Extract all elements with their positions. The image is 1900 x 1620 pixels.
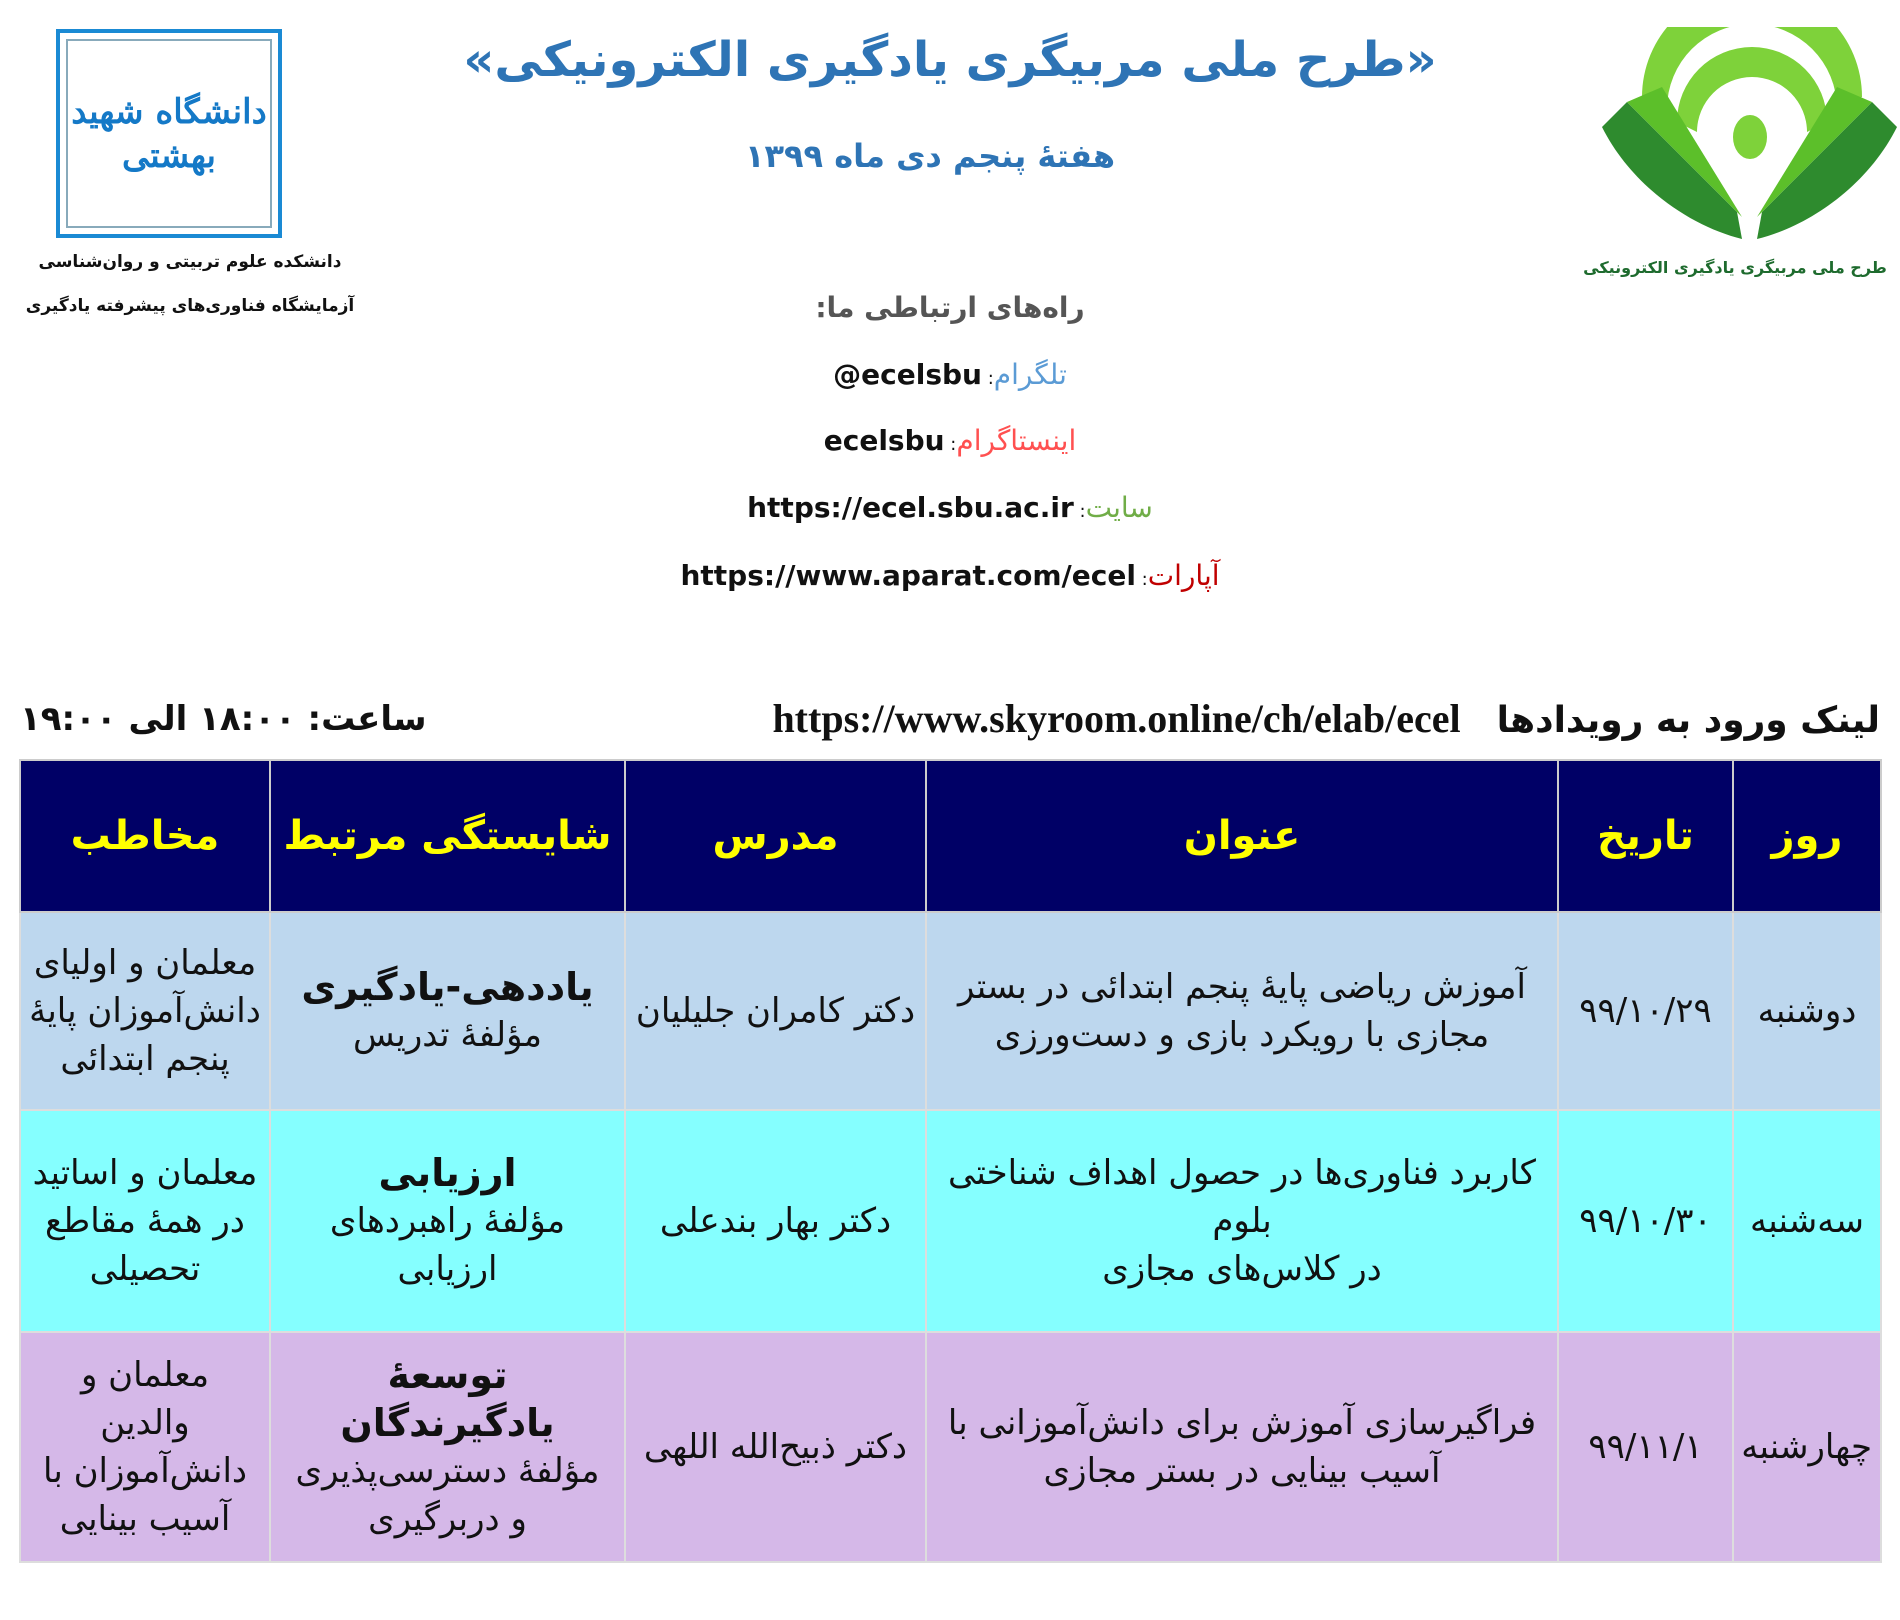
events-link-label: لینک ورود به رویدادها	[1496, 700, 1880, 741]
cell-audience: معلمان و اساتید در همهٔ مقاطع تحصیلی	[19, 1109, 271, 1333]
cell-teacher: دکتر کامران جلیلیان	[624, 911, 927, 1111]
cell-title: آموزش ریاضی پایهٔ پنجم ابتدائی در بستر مج…	[925, 911, 1559, 1111]
audience-line: معلمان و اولیای	[33, 943, 257, 983]
competency-name: ارزیابی	[378, 1151, 517, 1195]
component-line: مؤلفهٔ تدریس	[353, 1015, 542, 1055]
program-logo-caption: طرح ملی مربیگری یادگیری الکترونیکی	[1583, 258, 1887, 277]
title-line: فراگیرسازی آموزش برای دانش‌آموزانی با	[947, 1403, 1537, 1443]
cell-competency: توسعهٔ یادگیرندگان مؤلفهٔ دسترسی‌پذیری و د…	[269, 1331, 626, 1563]
lab-caption: آزمایشگاه فناوری‌های پیشرفته یادگیری	[25, 296, 355, 316]
page-subtitle: هفتهٔ پنجم دی ماه ۱۳۹۹	[744, 137, 1116, 175]
cell-title: فراگیرسازی آموزش برای دانش‌آموزانی با آسی…	[925, 1331, 1559, 1563]
contact-label: سایت	[1085, 491, 1153, 524]
audience-line: معلمان و اساتید	[32, 1153, 258, 1193]
header-day: روز	[1732, 759, 1882, 913]
table-row: چهارشنبه ۹۹/۱۱/۱ فراگیرسازی آموزش برای د…	[19, 1331, 1882, 1563]
title-line: در کلاس‌های مجازی	[1102, 1249, 1382, 1289]
audience-line: دانش‌آموزان با	[42, 1451, 248, 1491]
cell-competency: ارزیابی مؤلفهٔ راهبردهای ارزیابی	[269, 1109, 626, 1333]
table-row: سه‌شنبه ۹۹/۱۰/۳۰ کاربرد فناوری‌ها در حصو…	[19, 1109, 1882, 1333]
cell-competency: یاددهی-یادگیری مؤلفهٔ تدریس	[269, 911, 626, 1111]
site-link[interactable]: https://ecel.sbu.ac.ir	[747, 491, 1074, 524]
cell-day: چهارشنبه	[1732, 1331, 1882, 1563]
audience-line: دانش‌آموزان پایهٔ	[29, 991, 261, 1031]
cell-teacher: دکتر بهار بندعلی	[624, 1109, 927, 1333]
audience-line: پنجم ابتدائی	[60, 1039, 230, 1079]
events-link-line: لینک ورود به رویدادها https://www.skyroom…	[772, 694, 1880, 746]
page-title: «طرح ملی مربیگری یادگیری الکترونیکی»	[463, 32, 1437, 88]
cell-date: ۹۹/۱۱/۱	[1557, 1331, 1734, 1563]
header-competency: شایستگی مرتبط	[269, 759, 626, 913]
audience-line: در همهٔ مقاطع	[45, 1201, 245, 1241]
audience-line: معلمان و	[80, 1355, 210, 1395]
header-title: عنوان	[925, 759, 1559, 913]
contact-instagram: اینستاگرام: ecelsbu	[823, 424, 1077, 457]
title-line: کاربرد فناوری‌ها در حصول اهداف شناختی بل…	[948, 1153, 1536, 1241]
telegram-link[interactable]: @ecelsbu	[833, 358, 982, 391]
audience-line: والدین	[100, 1403, 190, 1443]
cell-audience: معلمان و والدین دانش‌آموزان با آسیب بینایی	[19, 1331, 271, 1563]
events-link-url[interactable]: https://www.skyroom.online/ch/elab/ecel	[772, 696, 1461, 741]
header-audience: مخاطب	[19, 759, 271, 913]
schedule-table: روز تاریخ عنوان مدرس شایستگی مرتبط مخاطب…	[19, 759, 1882, 1563]
contact-telegram: تلگرام: @ecelsbu	[833, 358, 1067, 391]
event-time: ساعت: ۱۸:۰۰ الی ۱۹:۰۰	[20, 699, 427, 739]
title-line: مجازی با رویکرد بازی و دست‌ورزی	[994, 1015, 1490, 1055]
title-line: آموزش ریاضی پایهٔ پنجم ابتدائی در بستر	[958, 967, 1526, 1007]
contact-site: سایت: https://ecel.sbu.ac.ir	[747, 491, 1153, 524]
audience-line: تحصیلی	[89, 1249, 201, 1289]
header-date: تاریخ	[1557, 759, 1734, 913]
table-row: دوشنبه ۹۹/۱۰/۲۹ آموزش ریاضی پایهٔ پنجم ا…	[19, 911, 1882, 1111]
contact-label: تلگرام	[993, 358, 1067, 391]
audience-line: آسیب بینایی	[59, 1499, 231, 1539]
cell-date: ۹۹/۱۰/۲۹	[1557, 911, 1734, 1111]
university-logo: دانشگاه شهید بهشتی	[56, 29, 282, 238]
university-logo-lettering: دانشگاه شهید بهشتی	[66, 39, 272, 228]
component-line: و دربرگیری	[368, 1499, 527, 1539]
cell-date: ۹۹/۱۰/۳۰	[1557, 1109, 1734, 1333]
aparat-link[interactable]: https://www.aparat.com/ecel	[680, 559, 1136, 592]
instagram-link[interactable]: ecelsbu	[823, 424, 945, 457]
contact-label: اینستاگرام	[956, 424, 1077, 457]
cell-title: کاربرد فناوری‌ها در حصول اهداف شناختی بل…	[925, 1109, 1559, 1333]
competency-name: توسعهٔ یادگیرندگان	[340, 1353, 555, 1445]
contacts-title: راه‌های ارتباطی ما:	[815, 291, 1085, 324]
cell-day: دوشنبه	[1732, 911, 1882, 1111]
contact-label: آپارات	[1147, 559, 1220, 592]
component-line: مؤلفهٔ دسترسی‌پذیری	[295, 1451, 600, 1491]
cell-audience: معلمان و اولیای دانش‌آموزان پایهٔ پنجم ابت…	[19, 911, 271, 1111]
cell-day: سه‌شنبه	[1732, 1109, 1882, 1333]
competency-name: یاددهی-یادگیری	[301, 965, 594, 1009]
contact-aparat: آپارات: https://www.aparat.com/ecel	[680, 559, 1220, 592]
table-header-row: روز تاریخ عنوان مدرس شایستگی مرتبط مخاطب	[19, 759, 1882, 913]
program-logo	[1602, 27, 1897, 239]
title-line: آسیب بینایی در بستر مجازی	[1043, 1451, 1441, 1491]
cell-teacher: دکتر ذبیح‌الله اللهی	[624, 1331, 927, 1563]
component-line: مؤلفهٔ راهبردهای ارزیابی	[329, 1201, 566, 1289]
faculty-caption: دانشکده علوم تربیتی و روان‌شناسی	[38, 252, 342, 272]
header-teacher: مدرس	[624, 759, 927, 913]
